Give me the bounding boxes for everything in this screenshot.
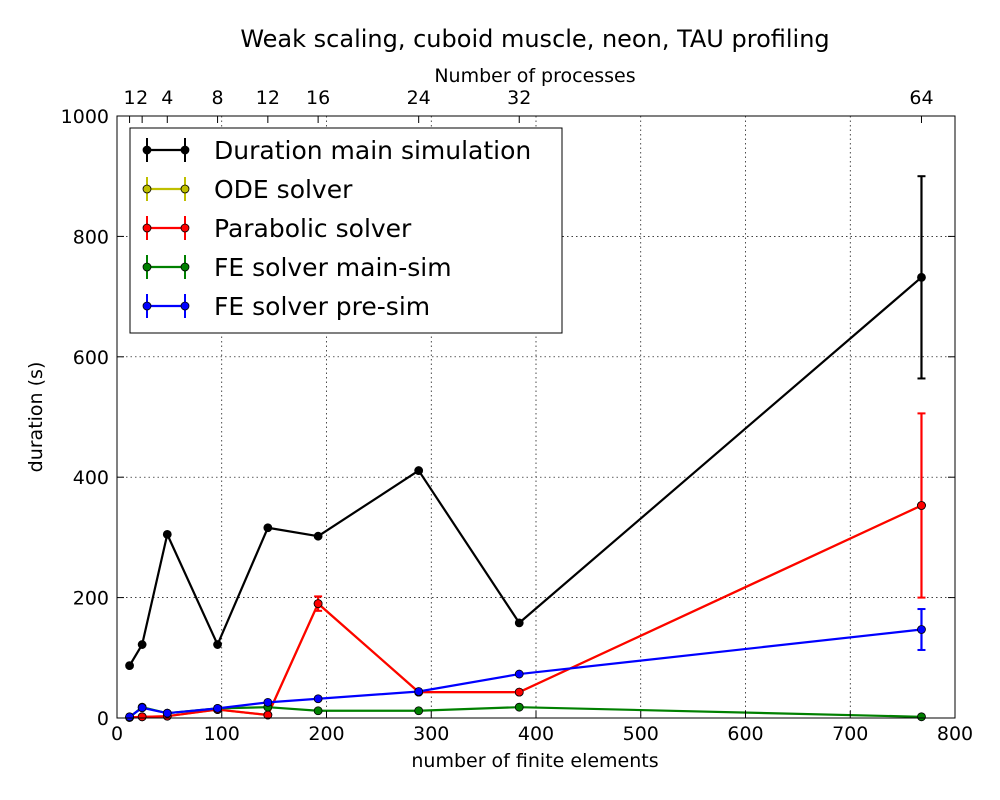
legend-marker bbox=[142, 223, 152, 233]
data-point bbox=[162, 529, 172, 539]
top-tick-label: 16 bbox=[306, 87, 330, 109]
legend-entry: Duration main simulation bbox=[142, 136, 531, 165]
x-tick-label: 400 bbox=[518, 723, 554, 745]
data-point bbox=[514, 618, 524, 628]
legend-entry: FE solver main-sim bbox=[142, 253, 452, 282]
data-point bbox=[137, 703, 147, 713]
legend-marker bbox=[142, 184, 152, 194]
data-point bbox=[313, 694, 323, 704]
x-axis-label: number of finite elements bbox=[411, 750, 658, 772]
series-group bbox=[125, 175, 926, 722]
x-tick-label: 200 bbox=[308, 723, 344, 745]
x-tick-label: 600 bbox=[727, 723, 763, 745]
series-line bbox=[128, 628, 922, 718]
data-point bbox=[125, 712, 134, 722]
data-point bbox=[313, 599, 323, 609]
legend-entry: Parabolic solver bbox=[142, 214, 412, 243]
data-point bbox=[514, 687, 524, 697]
x-tick-label: 500 bbox=[623, 723, 659, 745]
legend-label: Parabolic solver bbox=[214, 214, 412, 243]
legend-marker bbox=[180, 301, 190, 311]
data-point bbox=[125, 661, 134, 671]
data-point bbox=[137, 640, 147, 649]
chart-title: Weak scaling, cuboid muscle, neon, TAU p… bbox=[240, 25, 829, 53]
top-x-axis-label: Number of processes bbox=[434, 65, 635, 87]
y-tick-label: 600 bbox=[73, 347, 109, 369]
data-point bbox=[213, 640, 222, 649]
series-fe-solver-pre-sim bbox=[125, 608, 926, 722]
legend-label: FE solver pre-sim bbox=[214, 292, 430, 321]
data-point bbox=[263, 697, 273, 707]
data-point bbox=[917, 272, 926, 282]
series-line bbox=[129, 504, 922, 719]
legend-marker bbox=[142, 301, 152, 311]
legend-entry: FE solver pre-sim bbox=[142, 292, 430, 321]
data-point bbox=[917, 625, 926, 634]
x-tick-label: 0 bbox=[111, 723, 123, 745]
series-parabolic-solver bbox=[125, 412, 926, 722]
y-tick-label: 800 bbox=[73, 226, 109, 248]
legend-marker bbox=[142, 145, 152, 155]
data-point bbox=[313, 706, 323, 716]
series-duration-main-simulation bbox=[125, 175, 926, 671]
x-tick-label: 300 bbox=[413, 723, 449, 745]
legend-marker bbox=[180, 184, 190, 194]
legend-label: ODE solver bbox=[214, 175, 353, 204]
x-tick-label: 700 bbox=[832, 723, 868, 745]
data-point bbox=[162, 708, 172, 718]
x-tick-label: 100 bbox=[204, 723, 240, 745]
data-point bbox=[414, 466, 424, 475]
top-tick-label: 4 bbox=[161, 87, 173, 109]
data-point bbox=[917, 501, 926, 510]
data-point bbox=[263, 523, 273, 533]
legend-marker bbox=[180, 145, 190, 155]
legend-label: FE solver main-sim bbox=[214, 253, 452, 282]
legend-label: Duration main simulation bbox=[214, 136, 531, 165]
legend-marker bbox=[180, 262, 190, 272]
axis-ticks: 0 100 200 300 400 500 600 700 800 0 200 400 600 800 10… bbox=[61, 87, 973, 745]
legend-marker bbox=[142, 262, 152, 272]
y-tick-label: 400 bbox=[73, 467, 109, 489]
data-point bbox=[137, 712, 147, 722]
legend-entry: ODE solver bbox=[142, 175, 353, 204]
y-tick-label: 0 bbox=[97, 708, 109, 730]
y-tick-label: 200 bbox=[73, 588, 109, 610]
data-point bbox=[514, 669, 524, 679]
data-point bbox=[414, 687, 424, 696]
top-tick-label: 24 bbox=[407, 87, 431, 109]
top-tick-label: 2 bbox=[136, 87, 148, 109]
top-tick-label: 12 bbox=[256, 87, 280, 109]
data-point bbox=[917, 712, 926, 722]
top-tick-label: 1 bbox=[124, 87, 136, 109]
data-point bbox=[414, 706, 424, 716]
data-point bbox=[313, 531, 323, 541]
top-tick-label: 64 bbox=[909, 87, 933, 109]
y-axis-label: duration (s) bbox=[25, 362, 47, 473]
top-tick-label: 32 bbox=[507, 87, 531, 109]
series-line bbox=[129, 504, 922, 719]
legend-box bbox=[129, 127, 563, 334]
x-tick-label: 800 bbox=[937, 723, 973, 745]
legend-marker bbox=[180, 223, 190, 233]
legend: Duration main simulation ODE solver Parabo… bbox=[129, 127, 563, 334]
series-line bbox=[128, 276, 923, 667]
data-point bbox=[213, 703, 222, 713]
data-point bbox=[514, 702, 524, 712]
y-tick-label: 1000 bbox=[61, 106, 109, 128]
top-tick-label: 8 bbox=[212, 87, 224, 109]
